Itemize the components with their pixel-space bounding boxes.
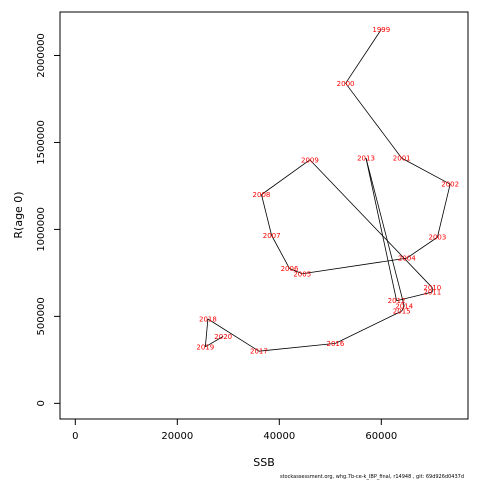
point-label-2017: 2017	[250, 348, 268, 356]
x-tick-label: 0	[72, 431, 78, 442]
path-segment-2019-2020	[205, 336, 224, 348]
point-label-2011: 2011	[423, 289, 441, 297]
y-tick-label: 500000	[36, 297, 47, 335]
x-tick-label: 60000	[365, 431, 397, 442]
point-label-2002: 2002	[441, 181, 459, 189]
x-axis-title: SSB	[253, 456, 275, 469]
point-label-2006: 2006	[281, 265, 299, 273]
path-segment-2014-2015	[401, 305, 405, 312]
x-tick-label: 20000	[161, 431, 193, 442]
path-segment-2007-2008	[261, 194, 273, 236]
point-label-2008: 2008	[253, 191, 271, 199]
point-label-2015: 2015	[393, 308, 411, 316]
path-segment-2018-2019	[204, 318, 209, 347]
y-tick-label: 2000000	[36, 33, 47, 78]
plot-frame	[59, 11, 469, 420]
point-label-2004: 2004	[398, 255, 416, 263]
point-label-2019: 2019	[196, 343, 214, 351]
path-segment-2013-2014	[365, 158, 405, 307]
x-axis: 0 20000 40000 60000	[72, 418, 397, 442]
point-label-2003: 2003	[428, 234, 446, 242]
point-label-2018: 2018	[199, 315, 217, 323]
path-segment-2003-2004	[406, 236, 438, 259]
point-label-2009: 2009	[301, 156, 319, 164]
point-label-1999: 1999	[372, 26, 390, 34]
y-axis-title: R(age 0)	[12, 191, 25, 238]
y-tick-label: 0	[36, 400, 47, 406]
point-label-2007: 2007	[263, 232, 281, 240]
path-segment-2012-2013	[365, 158, 397, 301]
path-segment-2017-2018	[207, 318, 260, 352]
point-label-2005: 2005	[293, 270, 311, 278]
point-label-2020: 2020	[214, 333, 232, 341]
footer-text: stockassessment.org, whg.7b-ce-k_IBP_fin…	[280, 474, 464, 480]
path-segment-2016-2017	[258, 342, 336, 352]
y-tick-label: 1000000	[36, 207, 47, 252]
path-segment-2004-2005	[302, 257, 407, 275]
stock-recruit-path	[204, 29, 451, 352]
point-label-2014: 2014	[395, 302, 413, 310]
path-segment-2006-2007	[271, 235, 290, 269]
path-segment-2002-2003	[437, 184, 451, 238]
x-tick-label: 40000	[263, 431, 295, 442]
path-segment-2008-2009	[261, 159, 311, 195]
point-label-2010: 2010	[423, 284, 441, 292]
point-label-2012: 2012	[388, 297, 406, 305]
y-tick-label: 1500000	[36, 120, 47, 165]
path-segment-2001-2002	[401, 157, 451, 185]
point-label-2000: 2000	[337, 80, 355, 88]
path-segment-1999-2000	[345, 29, 382, 84]
path-segment-2000-2001	[345, 83, 403, 159]
path-segment-2009-2010	[309, 159, 433, 288]
path-segment-2015-2016	[335, 310, 402, 344]
point-label-2001: 2001	[393, 155, 411, 163]
path-segment-2005-2006	[289, 268, 303, 275]
y-axis: 0 500000 1000000 1500000 2000000	[36, 33, 61, 407]
point-label-2013: 2013	[357, 155, 375, 163]
point-label-2016: 2016	[326, 340, 344, 348]
